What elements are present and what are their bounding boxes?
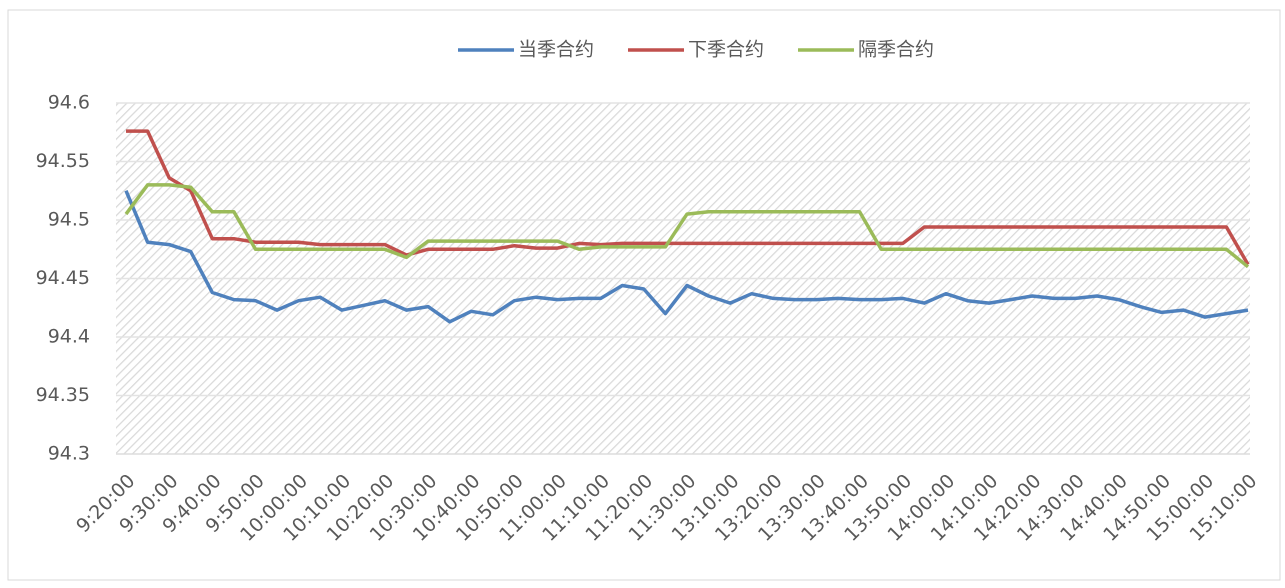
series-line	[126, 129, 1250, 266]
legend-label: 隔季合约	[858, 39, 934, 61]
y-tick-label: 94.6	[48, 92, 90, 114]
series-line	[124, 183, 1250, 269]
y-tick-label: 94.45	[36, 267, 90, 289]
y-tick-label: 94.55	[36, 150, 90, 172]
y-tick-label: 94.4	[48, 326, 90, 348]
series-line	[124, 190, 1249, 324]
legend-label: 当季合约	[518, 39, 594, 61]
y-tick-label: 94.3	[48, 443, 90, 465]
legend-label: 下季合约	[688, 39, 764, 61]
y-tick-label: 94.35	[36, 384, 90, 406]
y-tick-label: 94.5	[48, 209, 90, 231]
